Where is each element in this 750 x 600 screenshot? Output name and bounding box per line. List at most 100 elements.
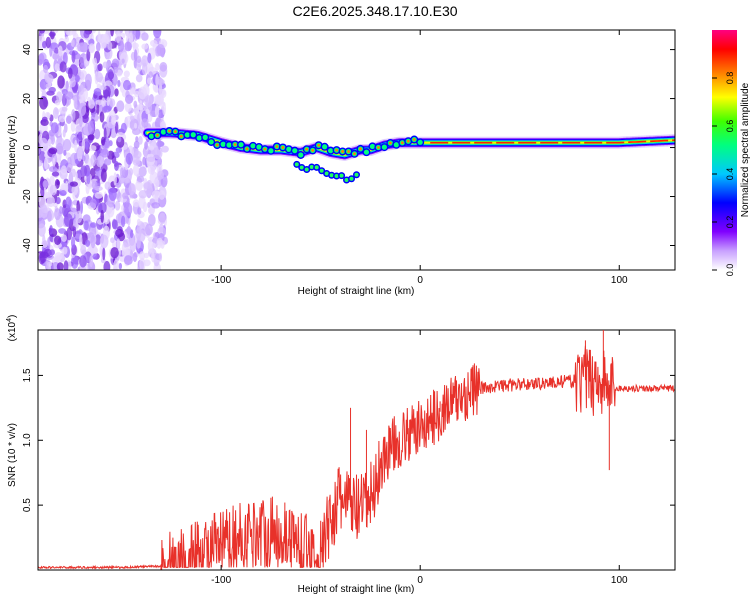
noise-speck xyxy=(144,95,153,108)
noise-speck xyxy=(124,102,132,113)
noise-speck xyxy=(63,149,67,156)
noise-speck xyxy=(110,116,117,126)
noise-speck xyxy=(76,200,81,215)
noise-speck xyxy=(63,213,73,227)
noise-speck xyxy=(54,208,61,221)
noise-speck xyxy=(45,260,50,270)
ridge-branch-core xyxy=(334,174,339,179)
noise-speck xyxy=(43,64,49,74)
noise-speck xyxy=(73,218,78,228)
noise-speck xyxy=(88,43,96,54)
noise-speck xyxy=(96,155,104,168)
snr-y-multiplier: (x104) xyxy=(6,315,18,342)
noise-speck xyxy=(110,247,119,259)
noise-speck xyxy=(49,175,55,186)
snr-x-tick-label: -100 xyxy=(211,575,231,586)
noise-speck xyxy=(136,113,141,123)
noise-speck xyxy=(75,60,80,66)
ridge-branch-core xyxy=(344,178,349,183)
ridge-branch-core xyxy=(349,176,354,181)
snr-y-label: SNR (10 * v/v) xyxy=(7,423,18,487)
noise-speck xyxy=(88,99,95,109)
noise-speck xyxy=(103,127,107,141)
spectrogram-y-label: Frequency (Hz) xyxy=(7,116,18,185)
noise-speck xyxy=(139,100,143,111)
spectrogram-noise xyxy=(38,30,169,270)
noise-speck xyxy=(114,121,119,134)
noise-speck xyxy=(162,102,167,116)
ridge-branch-core xyxy=(294,162,299,167)
noise-speck xyxy=(89,198,97,209)
noise-speck xyxy=(40,186,45,199)
noise-speck xyxy=(106,96,110,107)
noise-speck xyxy=(100,136,106,146)
noise-speck xyxy=(147,206,155,215)
noise-speck xyxy=(142,156,147,166)
ridge-blob-core xyxy=(292,148,298,154)
ridge-blob-core xyxy=(363,149,370,155)
noise-speck xyxy=(71,236,76,249)
noise-speck xyxy=(51,45,56,52)
noise-speck xyxy=(41,251,49,259)
noise-speck xyxy=(52,157,56,168)
noise-speck xyxy=(114,160,119,172)
noise-speck xyxy=(65,115,72,124)
noise-speck xyxy=(48,147,58,155)
snr-x-tick-label: 0 xyxy=(417,575,423,586)
noise-speck xyxy=(145,108,150,115)
noise-speck xyxy=(49,249,56,256)
noise-speck xyxy=(107,41,113,51)
noise-speck xyxy=(151,251,155,263)
snr-y-multiplier-base: (x10 xyxy=(7,321,18,341)
ridge-blob-peak xyxy=(341,150,344,153)
noise-speck xyxy=(90,234,96,249)
noise-speck xyxy=(143,252,150,259)
noise-speck xyxy=(72,30,77,35)
ridge-blob-peak xyxy=(167,129,171,133)
noise-speck xyxy=(108,187,117,201)
snr-frame xyxy=(37,329,676,571)
noise-speck xyxy=(97,63,103,72)
noise-speck xyxy=(154,85,159,93)
noise-speck xyxy=(47,138,52,146)
spectrogram-x-tick-label: 0 xyxy=(417,275,423,286)
ridge-blob-core xyxy=(238,142,244,148)
noise-speck xyxy=(65,30,73,36)
noise-speck xyxy=(132,252,138,263)
noise-speck xyxy=(41,116,48,122)
noise-speck xyxy=(55,196,61,205)
noise-speck xyxy=(38,35,45,43)
noise-speck xyxy=(83,220,89,231)
noise-speck xyxy=(94,112,99,122)
colorbar-tick-label: 0.0 xyxy=(725,264,735,277)
noise-speck xyxy=(52,107,59,119)
noise-speck xyxy=(59,205,63,215)
noise-speck xyxy=(99,111,105,123)
noise-speck xyxy=(146,156,156,162)
noise-speck xyxy=(38,150,46,164)
noise-speck xyxy=(85,182,90,195)
noise-speck xyxy=(44,73,54,84)
noise-speck xyxy=(123,255,133,266)
noise-speck xyxy=(65,196,72,209)
noise-speck xyxy=(156,170,164,180)
noise-speck xyxy=(87,134,95,141)
ridge-blob-core xyxy=(417,139,423,145)
noise-speck xyxy=(104,181,111,190)
noise-speck xyxy=(139,257,146,270)
snr-y-tick-label: 1.0 xyxy=(22,433,33,447)
noise-speck xyxy=(138,135,143,145)
noise-speck xyxy=(147,165,156,175)
noise-speck xyxy=(86,171,91,185)
noise-speck xyxy=(125,152,133,165)
noise-speck xyxy=(107,69,114,80)
noise-speck xyxy=(127,225,131,236)
ridge-blob-core xyxy=(369,143,376,150)
ridge-blob-core xyxy=(393,142,399,148)
noise-speck xyxy=(41,239,48,248)
noise-speck xyxy=(71,168,76,178)
noise-speck xyxy=(110,30,114,37)
noise-speck xyxy=(129,239,137,253)
noise-speck xyxy=(100,209,104,223)
noise-speck xyxy=(151,190,161,200)
